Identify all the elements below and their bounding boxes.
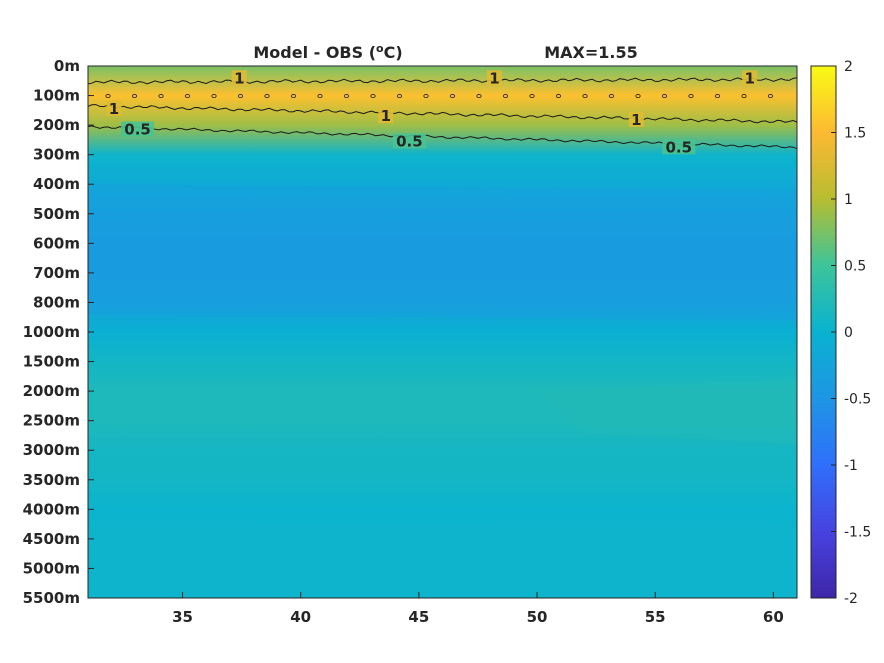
contour-label: 1 [234, 69, 244, 87]
contour-label: 1 [381, 107, 391, 125]
contour-ring [741, 94, 747, 99]
y-tick-label: 3000m [23, 441, 80, 459]
x-tick-label: 35 [172, 608, 193, 626]
contour-line [88, 104, 797, 124]
contour-label-bg [392, 133, 426, 149]
colorbar-tick-label: -0.5 [844, 392, 871, 408]
contour-label-bg [106, 100, 122, 116]
y-tick-label: 300m [33, 146, 80, 164]
contour-ring [529, 94, 535, 99]
y-tick-label: 0m [54, 57, 80, 75]
heatmap-patch [537, 379, 797, 445]
x-tick-label: 40 [290, 608, 311, 626]
contour-label-bg [487, 70, 502, 86]
colorbar-tick-label: 2 [844, 59, 853, 75]
contour-ring [635, 94, 641, 99]
colorbar-tick-label: 0 [844, 325, 853, 341]
colorbar-tick-label: -1.5 [844, 525, 871, 541]
y-tick-label: 400m [33, 175, 80, 193]
x-tick-label: 55 [645, 608, 666, 626]
contour-label-bg [662, 139, 696, 155]
contour-ring [714, 94, 721, 99]
contour-label: 0.5 [396, 132, 423, 150]
contour-ring [688, 94, 694, 99]
y-tick-label: 600m [33, 234, 80, 252]
colorbar-tick-label: 0.5 [844, 259, 866, 275]
contour-ring [184, 94, 191, 99]
contour-ring [582, 94, 588, 99]
y-axis-ticks: 0m 100m 200m 300m 400m 500m 600m 700m 800m 1000m 1… [23, 57, 94, 607]
contour-ring [449, 94, 456, 99]
contour-label: 1 [631, 111, 641, 129]
y-tick-label: 200m [33, 116, 80, 134]
contour-ring [158, 94, 164, 99]
y-tick-label: 800m [33, 293, 80, 311]
y-tick-label: 5500m [23, 589, 80, 607]
x-tick-label: 45 [408, 608, 429, 626]
colorbar-tick-label: 1.5 [844, 126, 866, 142]
contour-ring [661, 94, 668, 99]
contour-ring [343, 94, 350, 99]
y-tick-label: 1000m [23, 323, 80, 341]
colorbar-ticks: 2 1.5 1 0.5 0 -0.5 -1 -1.5 -2 [831, 59, 871, 607]
contour-ring [502, 94, 509, 99]
y-tick-label: 700m [33, 264, 80, 282]
heatmap-overlay [88, 184, 797, 445]
y-tick-label: 3500m [23, 471, 80, 489]
colorbar-tick-label: -1 [844, 458, 858, 474]
contour-ring [290, 94, 297, 99]
contour-ring [237, 94, 244, 99]
contour-ring [264, 94, 270, 99]
contour-line [88, 77, 797, 85]
chart-title: Model - OBS (oC) [253, 42, 402, 62]
colorbar-tick-label: -2 [844, 591, 858, 607]
y-tick-label: 100m [33, 87, 80, 105]
contour-ring [555, 94, 562, 99]
x-axis-ticks: 35 40 45 50 55 60 [172, 592, 784, 626]
heatmap-patch [88, 184, 797, 321]
contour-label-bg [742, 70, 758, 86]
contour-ring [608, 94, 615, 99]
contour-label-bg [628, 111, 644, 127]
contour-label: 1 [109, 100, 119, 118]
contour-ring [211, 94, 217, 99]
max-label: MAX=1.55 [544, 43, 638, 62]
contour-ring [105, 94, 111, 99]
colorbar-tick-label: 1 [844, 192, 853, 208]
plot-area [88, 66, 797, 598]
y-tick-label: 500m [33, 205, 80, 223]
contour-ring [131, 94, 138, 99]
y-tick-label: 2500m [23, 412, 80, 430]
y-tick-label: 4000m [23, 500, 80, 518]
contour-label: 1 [489, 69, 499, 87]
contour-labels: 1 1 1 1 1 1 0.5 0.5 0.5 [106, 69, 758, 156]
y-tick-label: 4500m [23, 530, 80, 548]
contour-label: 0.5 [124, 121, 151, 139]
contour-ring [317, 94, 323, 99]
heatmap-field [88, 66, 797, 598]
y-tick-label: 2000m [23, 382, 80, 400]
y-tick-label: 1500m [23, 353, 80, 371]
y-tick-label: 5000m [23, 559, 80, 577]
x-tick-label: 50 [527, 608, 548, 626]
contour-label-bg [231, 70, 247, 86]
contour-ring [396, 94, 403, 99]
x-tick-label: 60 [763, 608, 784, 626]
contour-label: 1 [744, 69, 754, 87]
contour-ring [423, 94, 429, 99]
contour-label: 0.5 [666, 138, 693, 156]
contour-ring [476, 94, 482, 99]
contour-ring [767, 94, 774, 99]
contour-label-bg [121, 121, 155, 137]
contour-ring [370, 94, 376, 99]
contour-label-bg [378, 108, 394, 124]
